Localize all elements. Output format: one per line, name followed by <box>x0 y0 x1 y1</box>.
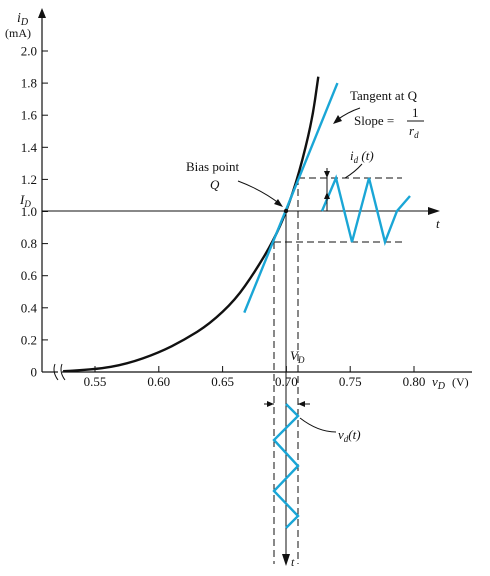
slope-label: Slope = <box>354 113 394 128</box>
vd-dc-label: VD <box>290 348 305 365</box>
bias-point-leader <box>237 180 281 205</box>
bias-point-label: Bias point <box>186 159 239 174</box>
id-t-waveform <box>320 174 411 246</box>
y-tick-label: 2.0 <box>21 44 37 59</box>
tangent-line <box>243 82 339 314</box>
id-t-label: id (t) <box>350 148 374 165</box>
y-tick-label: 1.2 <box>21 172 37 187</box>
y-tick-label: 1.4 <box>21 140 38 155</box>
x-tick-label: 0.65 <box>211 374 234 389</box>
t-right-label: t <box>436 216 440 231</box>
t-axis-arrow-right <box>428 207 440 215</box>
axis-break-mark <box>53 363 66 381</box>
y-tick-label: 0.2 <box>21 332 37 347</box>
y-tick-label: 0 <box>31 365 38 380</box>
tangent-leader-arrowhead <box>333 115 342 124</box>
x-tick-label: 0.60 <box>147 374 170 389</box>
bias-point-q <box>283 208 289 214</box>
vd-t-waveform <box>272 403 300 529</box>
y-tick-label: 1.0 <box>21 204 37 219</box>
vd-amplitude-arrowhead-right <box>298 401 305 407</box>
x-axis-label: vD <box>432 374 446 392</box>
y-axis-label: iD <box>17 11 29 28</box>
x-axis-unit: (V) <box>452 375 469 389</box>
bias-point-leader-arrowhead <box>274 199 283 207</box>
slope-denominator: rd <box>409 123 419 140</box>
y-tick-label: 0.8 <box>21 236 37 251</box>
t-axis-arrow-bottom <box>282 554 290 566</box>
vd-amplitude-arrowhead-left <box>267 401 274 407</box>
axes <box>38 8 472 381</box>
x-tick-label: 0.55 <box>84 374 107 389</box>
id-amplitude-arrowhead-top <box>324 171 330 178</box>
tangent-label: Tangent at Q <box>350 88 418 103</box>
x-tick-group: 0.55 0.60 0.65 0.70 0.75 0.80 <box>84 366 426 389</box>
y-axis-unit: (mA) <box>5 26 31 40</box>
y-tick-label: 1.6 <box>21 108 38 123</box>
y-tick-label: 0.4 <box>21 300 38 315</box>
vd-t-label: vd(t) <box>338 427 361 444</box>
id-amplitude-arrowhead-bottom <box>324 192 330 199</box>
t-bottom-label: t <box>291 555 295 569</box>
id-dc-label: ID <box>19 192 31 209</box>
id-t-leader <box>344 163 363 179</box>
x-tick-label: 0.75 <box>339 374 362 389</box>
vd-t-leader <box>299 417 337 433</box>
slope-numerator: 1 <box>412 105 419 120</box>
y-axis-arrow <box>38 8 46 18</box>
y-tick-label: 0.6 <box>21 268 38 283</box>
bias-point-q-label: Q <box>210 177 220 192</box>
y-tick-group: 2.0 1.8 1.6 1.4 1.2 1.0 0.8 0.6 0.4 0.2 0 <box>21 44 48 380</box>
y-tick-label: 1.8 <box>21 76 37 91</box>
x-tick-label: 0.80 <box>403 374 426 389</box>
dashed-guides <box>273 177 402 564</box>
